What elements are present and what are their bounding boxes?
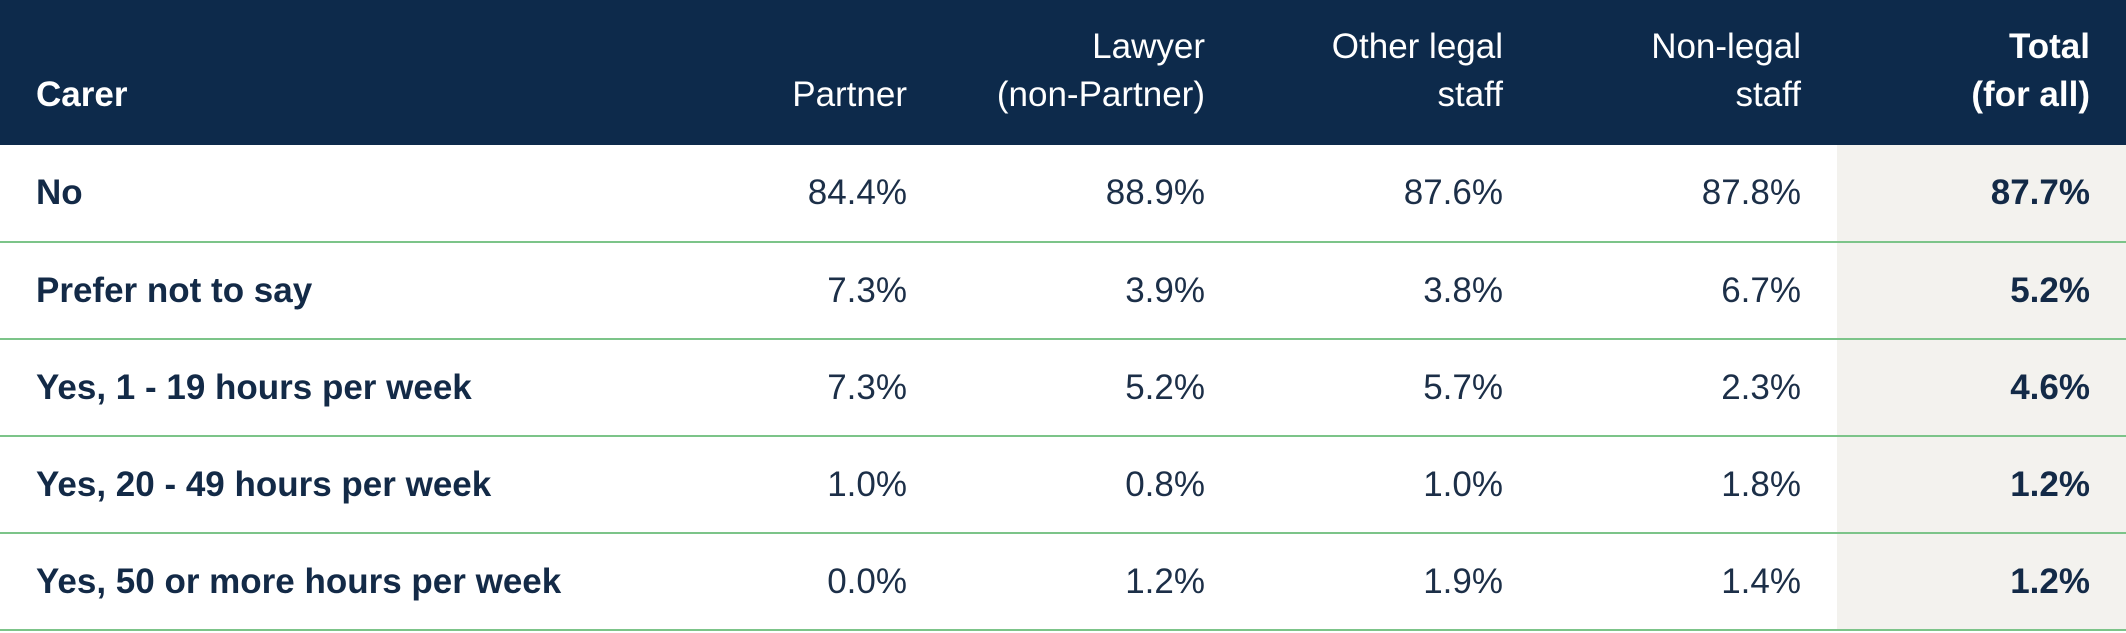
cell-lawyer: 5.2%: [943, 339, 1241, 437]
cell-total: 1.2%: [1837, 533, 2126, 631]
cell-total: 87.7%: [1837, 145, 2126, 243]
header-lawyer: Lawyer (non-Partner): [943, 0, 1241, 145]
row-label: Yes, 50 or more hours per week: [0, 533, 645, 631]
cell-partner: 1.0%: [645, 436, 943, 534]
cell-partner: 7.3%: [645, 242, 943, 340]
cell-non-legal: 6.7%: [1539, 242, 1837, 340]
table-row: No 84.4% 88.9% 87.6% 87.8% 87.7%: [0, 145, 2126, 243]
table-row: Yes, 20 - 49 hours per week 1.0% 0.8% 1.…: [0, 436, 2126, 534]
header-other-legal-line-1: Other legal: [1331, 27, 1503, 66]
header-partner: Partner: [645, 0, 943, 145]
cell-other-legal: 1.0%: [1241, 436, 1539, 534]
cell-non-legal: 1.4%: [1539, 533, 1837, 631]
header-non-legal-line-2: staff: [1735, 75, 1801, 114]
header-other-legal: Other legal staff: [1241, 0, 1539, 145]
cell-lawyer: 0.8%: [943, 436, 1241, 534]
cell-non-legal: 1.8%: [1539, 436, 1837, 534]
header-carer: Carer: [0, 0, 645, 145]
cell-total: 1.2%: [1837, 436, 2126, 534]
header-row: Carer Partner Lawyer (non-Partner) Other…: [0, 0, 2126, 145]
header-non-legal: Non-legal staff: [1539, 0, 1837, 145]
cell-non-legal: 87.8%: [1539, 145, 1837, 243]
cell-lawyer: 3.9%: [943, 242, 1241, 340]
table-row: Prefer not to say 7.3% 3.9% 3.8% 6.7% 5.…: [0, 242, 2126, 340]
header-lawyer-line-2: (non-Partner): [996, 75, 1205, 114]
header-non-legal-line-1: Non-legal: [1651, 27, 1801, 66]
cell-partner: 84.4%: [645, 145, 943, 243]
table-row: Yes, 1 - 19 hours per week 7.3% 5.2% 5.7…: [0, 339, 2126, 437]
cell-total: 5.2%: [1837, 242, 2126, 340]
table-header: Carer Partner Lawyer (non-Partner) Other…: [0, 0, 2126, 145]
cell-lawyer: 1.2%: [943, 533, 1241, 631]
table-body: No 84.4% 88.9% 87.6% 87.8% 87.7% Prefer …: [0, 145, 2126, 631]
header-total: Total (for all): [1837, 0, 2126, 145]
cell-partner: 0.0%: [645, 533, 943, 631]
header-total-line-2: (for all): [1971, 75, 2090, 114]
header-partner-line-1: Partner: [792, 75, 907, 114]
cell-other-legal: 5.7%: [1241, 339, 1539, 437]
header-other-legal-line-2: staff: [1437, 75, 1503, 114]
cell-other-legal: 1.9%: [1241, 533, 1539, 631]
header-lawyer-line-1: Lawyer: [1092, 27, 1205, 66]
row-label: Yes, 20 - 49 hours per week: [0, 436, 645, 534]
cell-other-legal: 87.6%: [1241, 145, 1539, 243]
cell-partner: 7.3%: [645, 339, 943, 437]
table-row: Yes, 50 or more hours per week 0.0% 1.2%…: [0, 533, 2126, 631]
cell-non-legal: 2.3%: [1539, 339, 1837, 437]
cell-lawyer: 88.9%: [943, 145, 1241, 243]
cell-other-legal: 3.8%: [1241, 242, 1539, 340]
row-label: No: [0, 145, 645, 243]
row-label: Yes, 1 - 19 hours per week: [0, 339, 645, 437]
header-total-line-1: Total: [2008, 27, 2090, 66]
row-label: Prefer not to say: [0, 242, 645, 340]
cell-total: 4.6%: [1837, 339, 2126, 437]
header-carer-text: Carer: [36, 75, 128, 114]
